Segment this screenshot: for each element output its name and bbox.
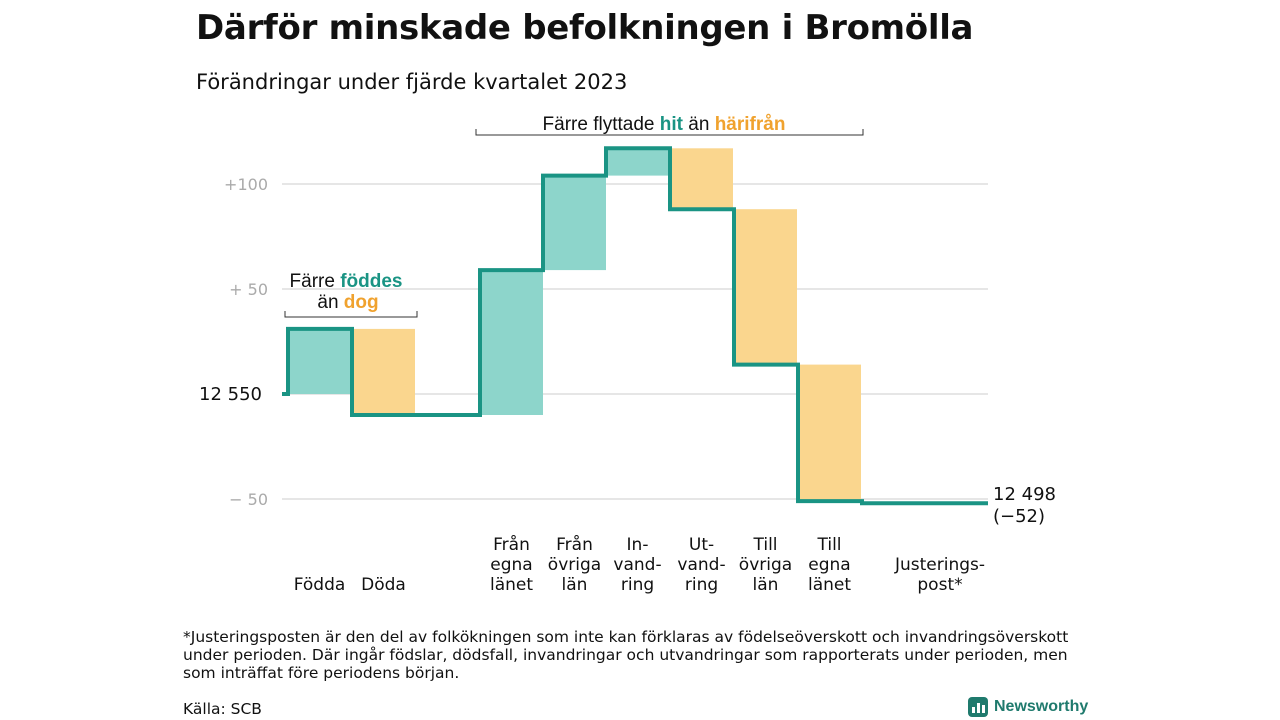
chart-title: Därför minskade befolkningen i Bromölla <box>196 8 974 48</box>
annotation-bracket <box>475 129 864 136</box>
grid-lines: +100 + 50 − 50 <box>224 175 988 509</box>
category-label: Från <box>556 534 593 555</box>
y-tick-label: − 50 <box>229 490 268 509</box>
category-label: Döda <box>361 575 406 595</box>
bar-in <box>606 148 669 176</box>
bar-out <box>670 148 733 210</box>
step-line <box>282 146 988 506</box>
category-label: län <box>753 575 779 595</box>
category-label: In- <box>627 535 649 555</box>
category-label: länet <box>808 575 851 595</box>
category-label: post* <box>917 575 962 595</box>
category-label: övriga <box>739 555 792 575</box>
bars <box>288 148 861 502</box>
start-value-label: 12 550 <box>199 384 262 405</box>
category-label: övriga <box>548 555 601 575</box>
end-change-label: (−52) <box>993 506 1045 527</box>
bar-in <box>543 175 606 271</box>
annotation-births-deaths: Färre föddes <box>290 271 403 292</box>
category-label: Från <box>493 534 530 555</box>
labels: Födda DödaFrånegnalänetFrånövrigalänIn-va… <box>199 384 1056 595</box>
category-label: ring <box>621 575 654 595</box>
category-label: Ut- <box>689 535 714 555</box>
category-label: Justerings- <box>894 555 985 575</box>
annotation-births-deaths-2: än dog <box>317 292 378 313</box>
category-label: Till <box>752 535 777 555</box>
category-label: vand- <box>677 555 725 575</box>
waterfall-chart: +100+ 50− 50 Födda DödaFrånegnalänetFrånö… <box>199 114 1056 595</box>
footnote: *Justeringsposten är den del av folkökni… <box>183 628 1069 682</box>
annotation-migration: Färre flyttade hit än härifrån <box>543 114 786 135</box>
category-label: länet <box>490 575 533 595</box>
category-label: län <box>562 575 588 595</box>
bar-in <box>480 270 543 415</box>
category-label: Födda <box>294 575 346 595</box>
bar-in <box>288 328 351 394</box>
annotation-bracket <box>284 311 418 318</box>
y-tick-label: +100 <box>224 175 268 194</box>
bar-out <box>798 364 861 502</box>
bar-out <box>734 209 797 365</box>
brand-name: Newsworthy <box>994 698 1089 715</box>
y-tick-label: + 50 <box>229 280 268 299</box>
bar-chart-icon <box>968 697 988 717</box>
category-label: egna <box>808 555 850 575</box>
category-label: vand- <box>613 555 661 575</box>
category-label: Till <box>816 535 841 555</box>
end-value-label: 12 498 <box>993 484 1056 505</box>
bar-out <box>352 328 415 415</box>
category-label: egna <box>490 555 532 575</box>
category-label: ring <box>685 575 718 595</box>
chart-subtitle: Förändringar under fjärde kvartalet 2023 <box>196 70 628 94</box>
source-note: Källa: SCB <box>183 700 262 718</box>
brand-logo: Newsworthy <box>968 697 1088 717</box>
